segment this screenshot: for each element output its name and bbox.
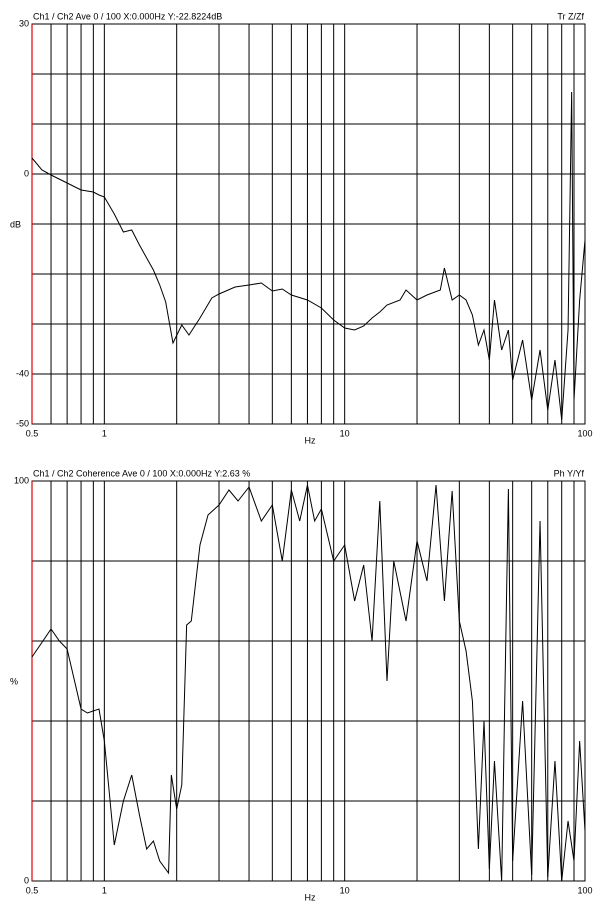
header: Ch1 / Ch2 Ave 0 / 100 X:0.000Hz Y:-22.82… bbox=[33, 11, 222, 21]
x-tick-label: 0.5 bbox=[26, 885, 39, 895]
header-right: Tr Z/Zf bbox=[557, 11, 584, 21]
y-axis-label: dB bbox=[10, 219, 21, 229]
y-axis-label: % bbox=[10, 676, 18, 686]
y-tick-label: 0 bbox=[24, 168, 29, 178]
x-tick-label: 1 bbox=[102, 428, 107, 438]
x-tick-label: 10 bbox=[340, 885, 350, 895]
x-axis-label: Hz bbox=[305, 892, 316, 902]
data-line bbox=[31, 91, 586, 421]
header-right: Ph Y/Yf bbox=[554, 468, 585, 478]
y-tick-label: -40 bbox=[16, 368, 29, 378]
y-tick-label: 30 bbox=[19, 18, 29, 28]
x-tick-label: 100 bbox=[577, 428, 592, 438]
y-tick-label: -50 bbox=[16, 418, 29, 428]
x-tick-label: 1 bbox=[102, 885, 107, 895]
plot-frame bbox=[31, 480, 586, 882]
x-tick-label: 0.5 bbox=[26, 428, 39, 438]
x-tick-label: 100 bbox=[577, 885, 592, 895]
x-axis-label: Hz bbox=[305, 435, 316, 445]
y-tick-label: 0 bbox=[24, 875, 29, 885]
x-tick-label: 10 bbox=[340, 428, 350, 438]
header: Ch1 / Ch2 Coherence Ave 0 / 100 X:0.000H… bbox=[33, 468, 250, 478]
data-line bbox=[31, 484, 586, 882]
y-tick-label: 100 bbox=[14, 475, 29, 485]
